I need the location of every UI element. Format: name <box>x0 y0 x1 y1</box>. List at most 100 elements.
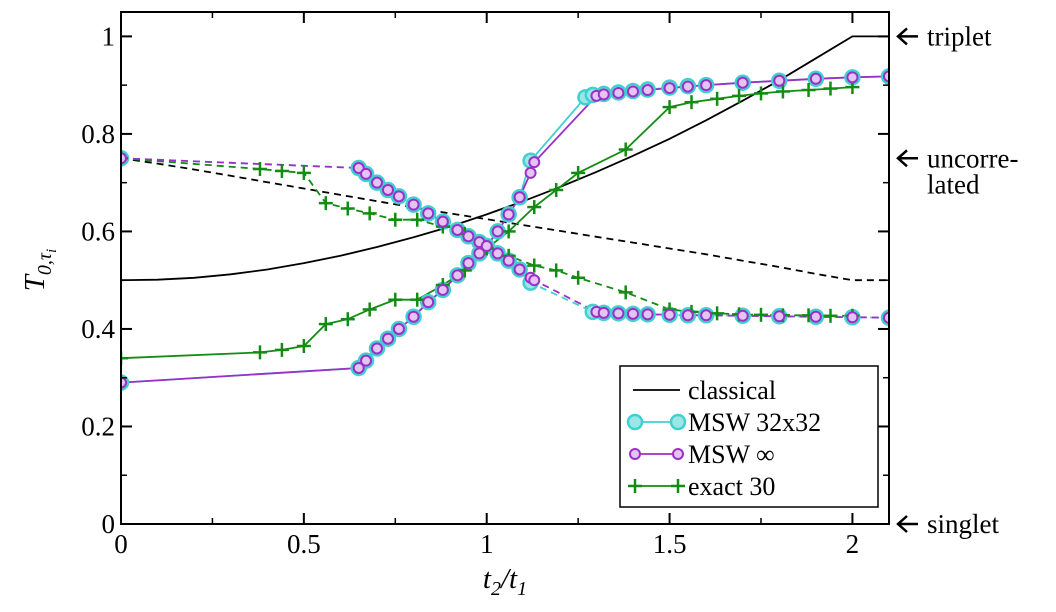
point-mswinf-lower-10 <box>462 230 475 243</box>
legend-marker-left-msw-32x32 <box>626 413 644 431</box>
point-mswinf-lower-12 <box>480 240 493 253</box>
point-mswinf-upper-30 <box>883 70 889 83</box>
point-exact30-upper-17 <box>662 100 677 115</box>
y-tick-label-0-2: 0.2 <box>81 411 115 441</box>
point-exact30-upper-23 <box>801 83 816 98</box>
point-mswinf-lower-21 <box>627 307 639 320</box>
point-mswinf-upper-29 <box>846 71 859 84</box>
series-classical-lower <box>121 157 889 282</box>
point-mswinf-lower-3 <box>371 176 383 189</box>
legend-item-exact-30: exact 30 <box>628 472 775 501</box>
point-exact30-lower-6 <box>362 206 377 221</box>
point-mswinf-lower-28 <box>809 310 822 323</box>
point-exact30-lower-14 <box>549 263 564 278</box>
point-exact30-lower-7 <box>388 212 403 227</box>
point-exact30-upper-2 <box>274 342 289 357</box>
point-exact30-lower-21 <box>754 307 768 322</box>
x-axis-label-t2: t <box>483 563 492 595</box>
point-mswinf-upper-27 <box>773 74 786 87</box>
point-mswinf-upper-1 <box>352 361 365 374</box>
point-mswinf-upper-25 <box>700 79 713 92</box>
y-tick-label-1: 1 <box>102 21 116 51</box>
point-mswinf-upper-17 <box>528 156 541 169</box>
y-axis-label: T0,τi <box>19 249 60 291</box>
ticks-layer: 0 0.5 1 1.5 2 0 0.2 0.4 0.6 0.8 1 <box>81 12 889 559</box>
legend-marker-right-exact-30 <box>671 479 685 493</box>
legend-label-exact-30: exact 30 <box>688 472 775 501</box>
y-tick-label-0-4: 0.4 <box>81 314 115 344</box>
legend-item-classical: classical <box>633 376 776 405</box>
x-axis-label-sub1: 1 <box>517 578 527 600</box>
point-mswinf-lower-22 <box>641 308 654 321</box>
point-mswinf-upper-9 <box>451 269 464 282</box>
point-exact30-upper-12 <box>501 224 516 239</box>
point-exact30-upper-14 <box>549 182 564 197</box>
plot-frame <box>120 11 890 525</box>
point-mswinf-upper-26 <box>736 76 749 89</box>
series-line-classical-lower <box>121 157 889 282</box>
point-mswinf-lower-17 <box>528 274 541 287</box>
point-exact30-lower-19 <box>710 306 725 321</box>
annotation-text-singlet-0: singlet <box>927 509 999 539</box>
point-mswinf-lower-9 <box>451 223 464 236</box>
point-exact30-lower-16 <box>618 285 633 300</box>
point-mswinf-lower-26 <box>736 309 749 322</box>
point-mswinf-lower-23 <box>663 308 676 321</box>
y-tick-label-0-6: 0.6 <box>81 216 115 246</box>
point-exact30-upper-7 <box>388 292 403 307</box>
point-exact30-upper-5 <box>340 312 355 327</box>
point-exact30-lower-4 <box>318 196 333 211</box>
legend-items: classical MSW 32x32 MSW ∞ exact 30 <box>626 376 821 501</box>
legend-marker-left-exact-30 <box>628 479 642 493</box>
annotation-arrow-head-singlet <box>896 515 908 533</box>
point-mswinf-lower-27 <box>773 310 786 323</box>
point-mswinf-lower-6 <box>407 198 420 211</box>
legend-marker-right-msw-32x32 <box>669 413 687 431</box>
point-mswinf-lower-14 <box>502 254 515 267</box>
point-mswinf-lower-0 <box>121 152 127 165</box>
point-mswinf-upper-16 <box>524 166 537 179</box>
point-mswinf-upper-20 <box>612 86 625 99</box>
point-exact30-upper-6 <box>362 302 377 317</box>
x-tick-label-2: 2 <box>846 529 860 559</box>
point-mswinf-lower-8 <box>436 215 449 228</box>
point-mswinf-upper-4 <box>381 332 394 345</box>
legend-label-classical: classical <box>688 376 776 405</box>
point-exact30-lower-1 <box>252 162 267 177</box>
y-axis-label-subsub: i <box>44 249 60 253</box>
point-mswinf-lower-25 <box>700 309 713 322</box>
point-exact30-lower-3 <box>296 165 311 180</box>
point-exact30-upper-8 <box>410 292 425 307</box>
point-exact30-upper-19 <box>710 91 725 106</box>
point-exact30-lower-24 <box>823 308 838 323</box>
point-exact30-upper-20 <box>732 88 747 103</box>
annotation-uncorrelated: uncorre-lated <box>896 143 1018 199</box>
point-exact30-lower-2 <box>274 163 289 178</box>
annotation-text-uncorrelated-0: uncorre- <box>927 143 1018 173</box>
point-mswinf-upper-28 <box>809 72 822 85</box>
x-axis-label: t2/t1 <box>483 563 527 600</box>
point-exact30-upper-1 <box>252 345 267 360</box>
annotation-triplet: triplet <box>896 21 992 51</box>
point-mswinf-upper-19 <box>597 88 610 101</box>
series-markers-mswinf-lower <box>121 152 889 324</box>
series-layer <box>121 35 889 391</box>
x-tick-label-0-5: 0.5 <box>287 529 321 559</box>
point-mswinf-lower-30 <box>883 311 889 324</box>
y-tick-label-0-8: 0.8 <box>81 119 115 149</box>
y-tick-label-0: 0 <box>102 509 116 539</box>
point-exact30-lower-15 <box>571 270 586 285</box>
point-mswinf-upper-3 <box>371 342 383 355</box>
point-mswinf-lower-5 <box>392 190 405 203</box>
x-axis-label-slash: / <box>499 563 512 595</box>
point-mswinf-upper-0 <box>121 376 127 389</box>
annotations-layer: triplet uncorre-lated singlet <box>896 21 1018 539</box>
annotation-text-triplet-0: triplet <box>927 21 992 51</box>
legend-label-msw-inf: MSW ∞ <box>688 440 775 469</box>
x-axis-label-t1: t <box>509 563 518 595</box>
y-axis-label-sub: 0,τ <box>34 252 56 275</box>
point-mswinf-upper-6 <box>407 310 420 323</box>
annotation-singlet: singlet <box>896 509 999 539</box>
point-mswinf-upper-11 <box>473 247 486 260</box>
